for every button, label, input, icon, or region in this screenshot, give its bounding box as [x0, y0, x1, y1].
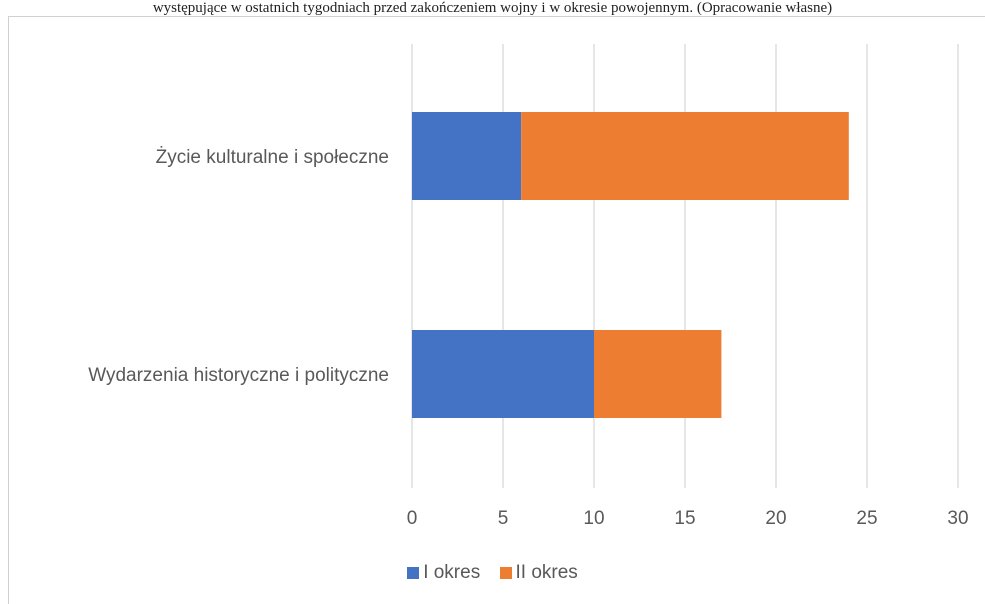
x-tick-label: 5 — [498, 508, 509, 529]
chart-frame — [8, 16, 985, 604]
x-tick-label: 20 — [765, 508, 786, 529]
legend-label-series-2: II okres — [515, 562, 578, 583]
legend-item-series-1: I okres — [407, 562, 480, 584]
bar-series-2 — [594, 330, 722, 418]
bar-series-1 — [412, 330, 594, 418]
chart-legend: I okres II okres — [0, 562, 985, 585]
category-label: Życie kulturalne i społeczne — [156, 147, 389, 168]
x-tick-label: 10 — [583, 508, 604, 529]
legend-swatch-series-1 — [407, 567, 420, 579]
category-label: Wydarzenia historyczne i polityczne — [88, 365, 389, 386]
x-tick-label: 0 — [407, 508, 418, 529]
caption-text: występujące w ostatnich tygodniach przed… — [152, 0, 833, 16]
legend-item-series-2: II okres — [499, 562, 578, 584]
bar-series-1 — [412, 112, 522, 200]
bar-series-2 — [521, 112, 849, 200]
x-tick-label: 15 — [674, 508, 695, 529]
legend-label-series-1: I okres — [423, 562, 481, 583]
legend-swatch-series-2 — [499, 567, 512, 579]
x-tick-label: 30 — [947, 508, 968, 529]
x-tick-label: 25 — [856, 508, 877, 529]
